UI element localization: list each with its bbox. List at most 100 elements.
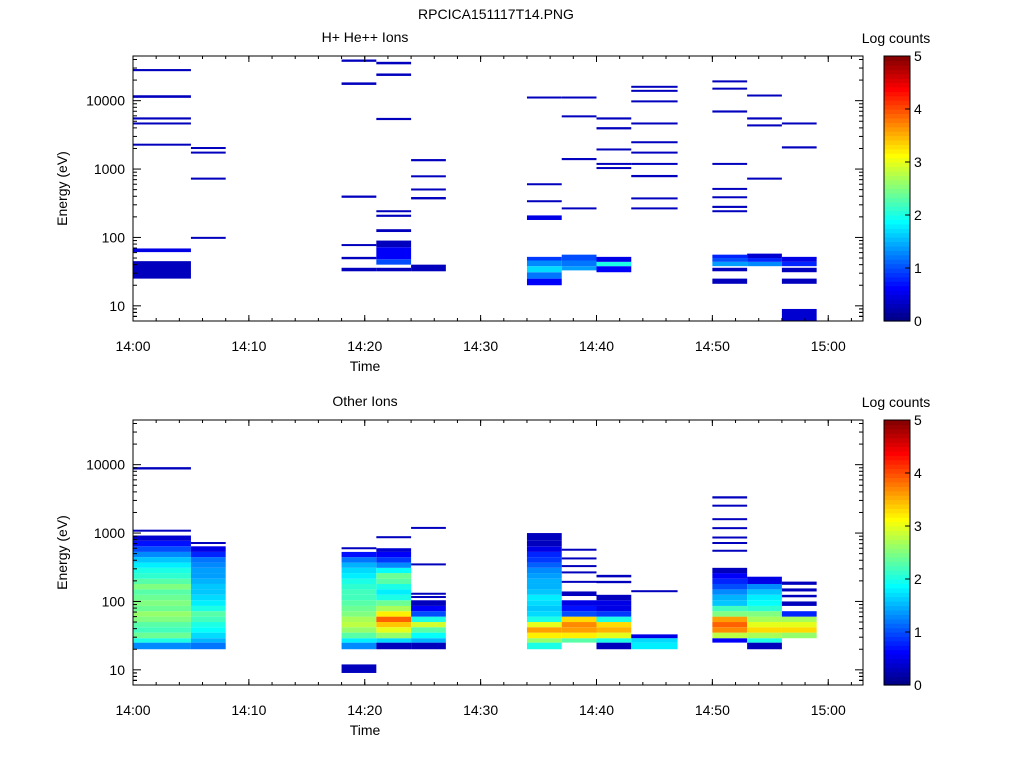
colorbar-segment [884,131,910,137]
x-tick-label: 14:40 [579,338,614,354]
heatmap-cell [712,605,748,612]
heatmap-cell [411,611,446,617]
heatmap-cell [712,87,748,90]
heatmap-cell [133,467,191,470]
colorbar-segment [884,312,910,318]
heatmap-cell [561,616,597,623]
heatmap-cell [341,622,377,628]
colorbar-segment [884,219,910,225]
colorbar-segment [884,609,910,615]
heatmap-cell [341,195,377,198]
heatmap-cell [133,551,191,558]
x-axis-label: Time [350,722,381,738]
heatmap-cell [561,622,597,628]
colorbar-segment [884,113,910,119]
colorbar-segment [884,294,910,300]
heatmap-cell [596,574,632,578]
heatmap-cell [526,600,562,606]
heatmap-cell [376,578,412,584]
colorbar-segment [884,640,910,646]
heatmap-cell [712,504,748,507]
colorbar-tick-label: 4 [914,101,922,117]
heatmap-cell [411,596,446,599]
heatmap-cell [411,526,446,529]
heatmap-cell [712,187,748,190]
colorbar-segment [884,241,910,247]
heatmap-cell [631,100,678,103]
heatmap-cell [596,622,632,628]
colorbar-segment [884,455,910,461]
heatmap-cell [526,256,562,261]
colorbar-segment [884,654,910,660]
heatmap-cell [561,638,597,643]
heatmap-cell [133,535,191,541]
heatmap-cell [190,151,226,154]
heatmap-cell [133,546,191,552]
colorbar-tick-label: 5 [914,48,922,64]
colorbar-segment [884,526,910,532]
heatmap-cell [411,616,446,623]
y-tick-label: 10000 [86,93,125,109]
heatmap-cell [747,583,782,590]
heatmap-cell [747,94,782,97]
heatmap-cell [631,207,678,210]
y-tick-label: 10 [109,298,125,314]
heatmap-cell [190,546,226,552]
colorbar-segment [884,552,910,558]
heatmap-cell [376,259,412,265]
heatmap-cell [133,605,191,612]
panel-title: H+ He++ Ions [322,29,409,45]
colorbar-segment [884,534,910,540]
colorbar-segment [884,530,910,536]
heatmap-cell [747,616,782,623]
colorbar-segment [884,86,910,92]
colorbar-segment [884,179,910,185]
heatmap-cell [190,177,226,180]
colorbar-segment [884,539,910,545]
heatmap-cell [712,632,748,639]
heatmap-cell [133,69,191,72]
heatmap-cell [190,567,226,574]
colorbar-segment [884,281,910,287]
colorbar-segment [884,437,910,443]
colorbar-segment [884,420,910,426]
colorbar-segment [884,428,910,434]
colorbar-segment [884,605,910,611]
heatmap-cell [376,642,412,650]
heatmap-cell [133,589,191,595]
heatmap-cell [712,267,748,272]
heatmap-cell [561,605,597,612]
colorbar-segment [884,223,910,229]
heatmap-cell [781,627,817,633]
heatmap-cell [526,546,562,552]
heatmap-cell [526,278,562,286]
heatmap-cell [781,601,817,606]
heatmap-cell [596,580,632,584]
heatmap-cell [133,573,191,579]
heatmap-cell [561,627,597,633]
heatmap-cell [190,236,226,239]
heatmap-cell [596,616,632,623]
colorbar-segment [884,495,910,501]
heatmap-cell [133,632,191,639]
heatmap-cell [561,260,597,267]
heatmap-cell [190,632,226,639]
colorbar-segment [884,632,910,638]
heatmap-cell [596,127,632,130]
colorbar-segment [884,263,910,269]
colorbar-tick-label: 2 [914,571,922,587]
colorbar-segment [884,298,910,304]
x-tick-label: 14:20 [347,338,382,354]
colorbar: 0 1 2 3 4 5 Log counts [862,30,931,329]
heatmap-cell [596,605,632,612]
heatmap-cell [526,200,562,203]
colorbar-segment [884,285,910,291]
heatmap-cell [631,141,678,144]
heatmap-cell [712,638,748,643]
heatmap-cell [631,638,678,643]
heatmap-cell [411,264,446,272]
heatmap-cell [133,248,191,253]
heatmap-cell [133,117,191,120]
heatmap-cell [376,611,412,617]
heatmap-cell [561,207,597,210]
